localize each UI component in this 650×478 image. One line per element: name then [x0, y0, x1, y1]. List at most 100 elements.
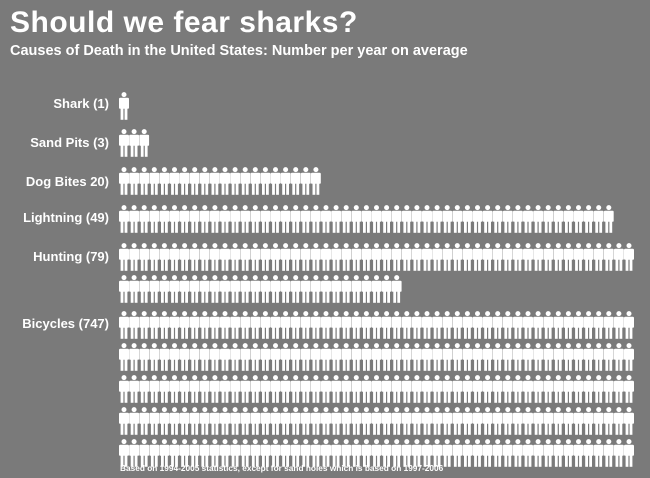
person-icon	[129, 275, 140, 303]
person-icon	[533, 407, 544, 435]
person-icon	[220, 205, 230, 233]
person-icon	[452, 243, 463, 271]
person-icon	[432, 375, 443, 403]
person-icon	[300, 275, 311, 303]
person-icon	[159, 407, 170, 435]
person-icon	[462, 407, 473, 435]
person-icon	[139, 343, 150, 371]
person-icon	[169, 205, 180, 233]
person-icon	[199, 343, 210, 371]
person-icon	[290, 407, 301, 435]
person-icon	[533, 205, 544, 233]
person-icon	[512, 407, 523, 435]
person-icon	[189, 375, 200, 403]
person-icon	[583, 375, 594, 403]
person-icon	[260, 375, 271, 403]
person-icon	[492, 205, 503, 233]
person-icon	[310, 205, 321, 233]
person-icon	[119, 407, 129, 435]
person-icon	[583, 439, 594, 467]
person-icon	[391, 343, 402, 371]
person-icon	[300, 343, 311, 371]
person-icon	[553, 243, 564, 271]
person-icon	[119, 275, 129, 303]
person-icon	[129, 343, 140, 371]
person-icon	[381, 205, 392, 233]
person-icon	[341, 205, 352, 233]
person-icon	[119, 129, 129, 157]
person-icon	[361, 275, 372, 303]
series-shark	[119, 92, 129, 120]
category-label-hunting: Hunting (79)	[33, 249, 109, 264]
person-icon	[331, 311, 342, 339]
person-icon	[280, 311, 291, 339]
person-icon	[310, 167, 321, 195]
person-icon	[583, 205, 594, 233]
person-icon	[442, 375, 453, 403]
person-icon	[411, 311, 422, 339]
person-icon	[220, 375, 230, 403]
person-icon	[492, 243, 503, 271]
person-icon	[341, 375, 352, 403]
person-icon	[230, 407, 241, 435]
person-icon	[533, 243, 544, 271]
person-icon	[482, 205, 493, 233]
person-icon	[543, 343, 554, 371]
person-icon	[512, 439, 523, 467]
person-icon	[583, 407, 594, 435]
person-icon	[482, 243, 493, 271]
person-icon	[381, 407, 392, 435]
category-label-shark: Shark (1)	[53, 96, 109, 111]
person-icon	[169, 167, 180, 195]
person-icon	[139, 407, 150, 435]
person-icon	[341, 311, 352, 339]
person-icon	[139, 243, 150, 271]
person-icon	[533, 343, 544, 371]
person-icon	[159, 167, 170, 195]
person-icon	[119, 311, 129, 339]
person-icon	[321, 407, 331, 435]
person-icon	[593, 439, 604, 467]
person-icon	[270, 311, 281, 339]
person-icon	[371, 243, 382, 271]
person-icon	[533, 311, 544, 339]
person-icon	[563, 205, 574, 233]
person-icon	[230, 311, 241, 339]
person-icon	[129, 129, 140, 157]
person-icon	[502, 205, 513, 233]
person-icon	[442, 343, 453, 371]
person-icon	[209, 243, 220, 271]
chart-title: Should we fear sharks?	[10, 6, 358, 39]
person-icon	[361, 311, 372, 339]
person-icon	[189, 243, 200, 271]
person-icon	[381, 275, 392, 303]
person-icon	[553, 407, 564, 435]
person-icon	[119, 167, 129, 195]
person-icon	[199, 275, 210, 303]
person-icon	[159, 275, 170, 303]
person-icon	[209, 275, 220, 303]
person-icon	[139, 275, 150, 303]
person-icon	[189, 343, 200, 371]
person-icon	[361, 205, 372, 233]
person-icon	[240, 407, 251, 435]
series-dog-bites	[119, 167, 321, 195]
person-icon	[270, 407, 281, 435]
person-icon	[523, 407, 533, 435]
person-icon	[179, 343, 190, 371]
person-icon	[583, 343, 594, 371]
person-icon	[310, 311, 321, 339]
person-icon	[442, 311, 453, 339]
person-icon	[502, 343, 513, 371]
person-icon	[523, 311, 533, 339]
person-icon	[199, 167, 210, 195]
person-icon	[240, 167, 251, 195]
person-icon	[209, 407, 220, 435]
person-icon	[300, 407, 311, 435]
person-icon	[199, 311, 210, 339]
person-icon	[280, 343, 291, 371]
person-icon	[250, 205, 261, 233]
person-icon	[341, 275, 352, 303]
person-icon	[159, 343, 170, 371]
person-icon	[189, 311, 200, 339]
